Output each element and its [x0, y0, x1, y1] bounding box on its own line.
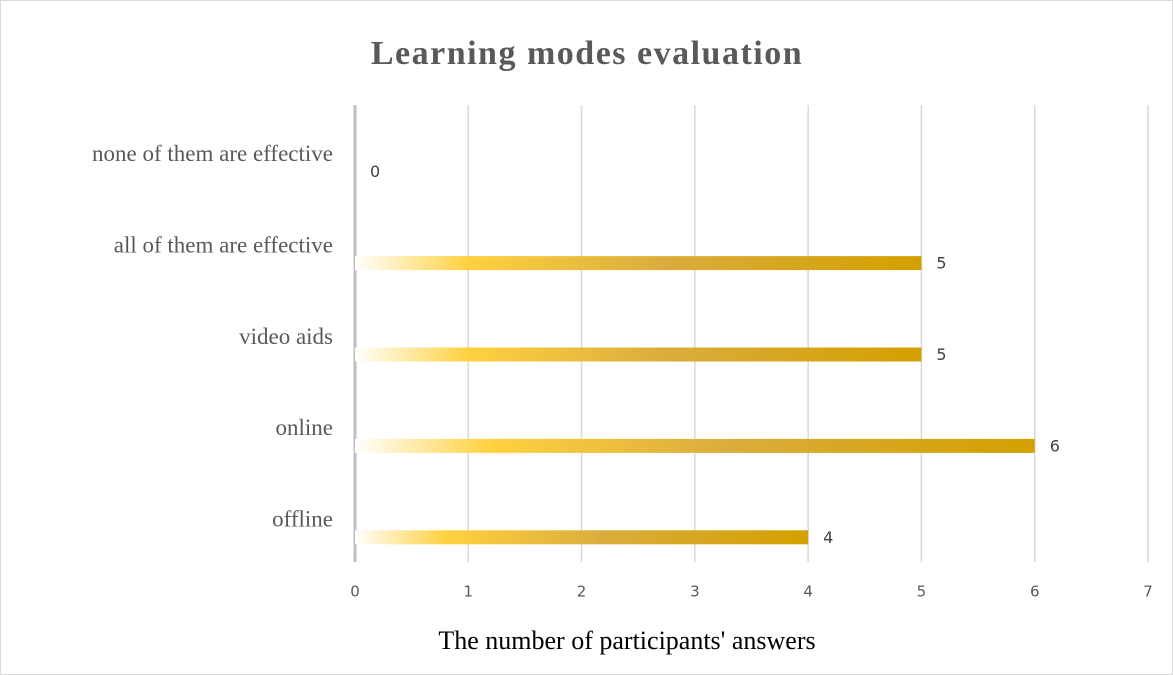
data-label: 4 [823, 528, 833, 547]
x-tick-label: 1 [464, 583, 474, 601]
x-tick-label: 4 [803, 583, 813, 601]
y-tick-label: all of them are effective [114, 232, 333, 257]
data-label: 0 [370, 162, 380, 181]
y-tick-label: none of them are effective [92, 141, 333, 166]
x-tick-label: 0 [350, 583, 360, 601]
y-tick-label: offline [272, 507, 333, 532]
chart-title: Learning modes evaluation [371, 35, 803, 72]
bar [355, 347, 922, 362]
x-tick-label: 6 [1030, 583, 1040, 601]
data-label: 5 [936, 254, 946, 273]
data-label: 6 [1050, 436, 1060, 455]
x-tick-label: 3 [690, 583, 700, 601]
x-tick-label: 2 [577, 583, 587, 601]
bar [355, 530, 809, 545]
data-label: 5 [936, 345, 946, 364]
x-tick-label: 5 [917, 583, 927, 601]
bar [355, 438, 1035, 453]
bar [355, 256, 922, 271]
y-tick-label: video aids [239, 324, 333, 349]
y-tick-label: online [276, 415, 334, 440]
x-tick-label: 7 [1143, 583, 1153, 601]
x-axis-label: The number of participants' answers [438, 626, 815, 655]
